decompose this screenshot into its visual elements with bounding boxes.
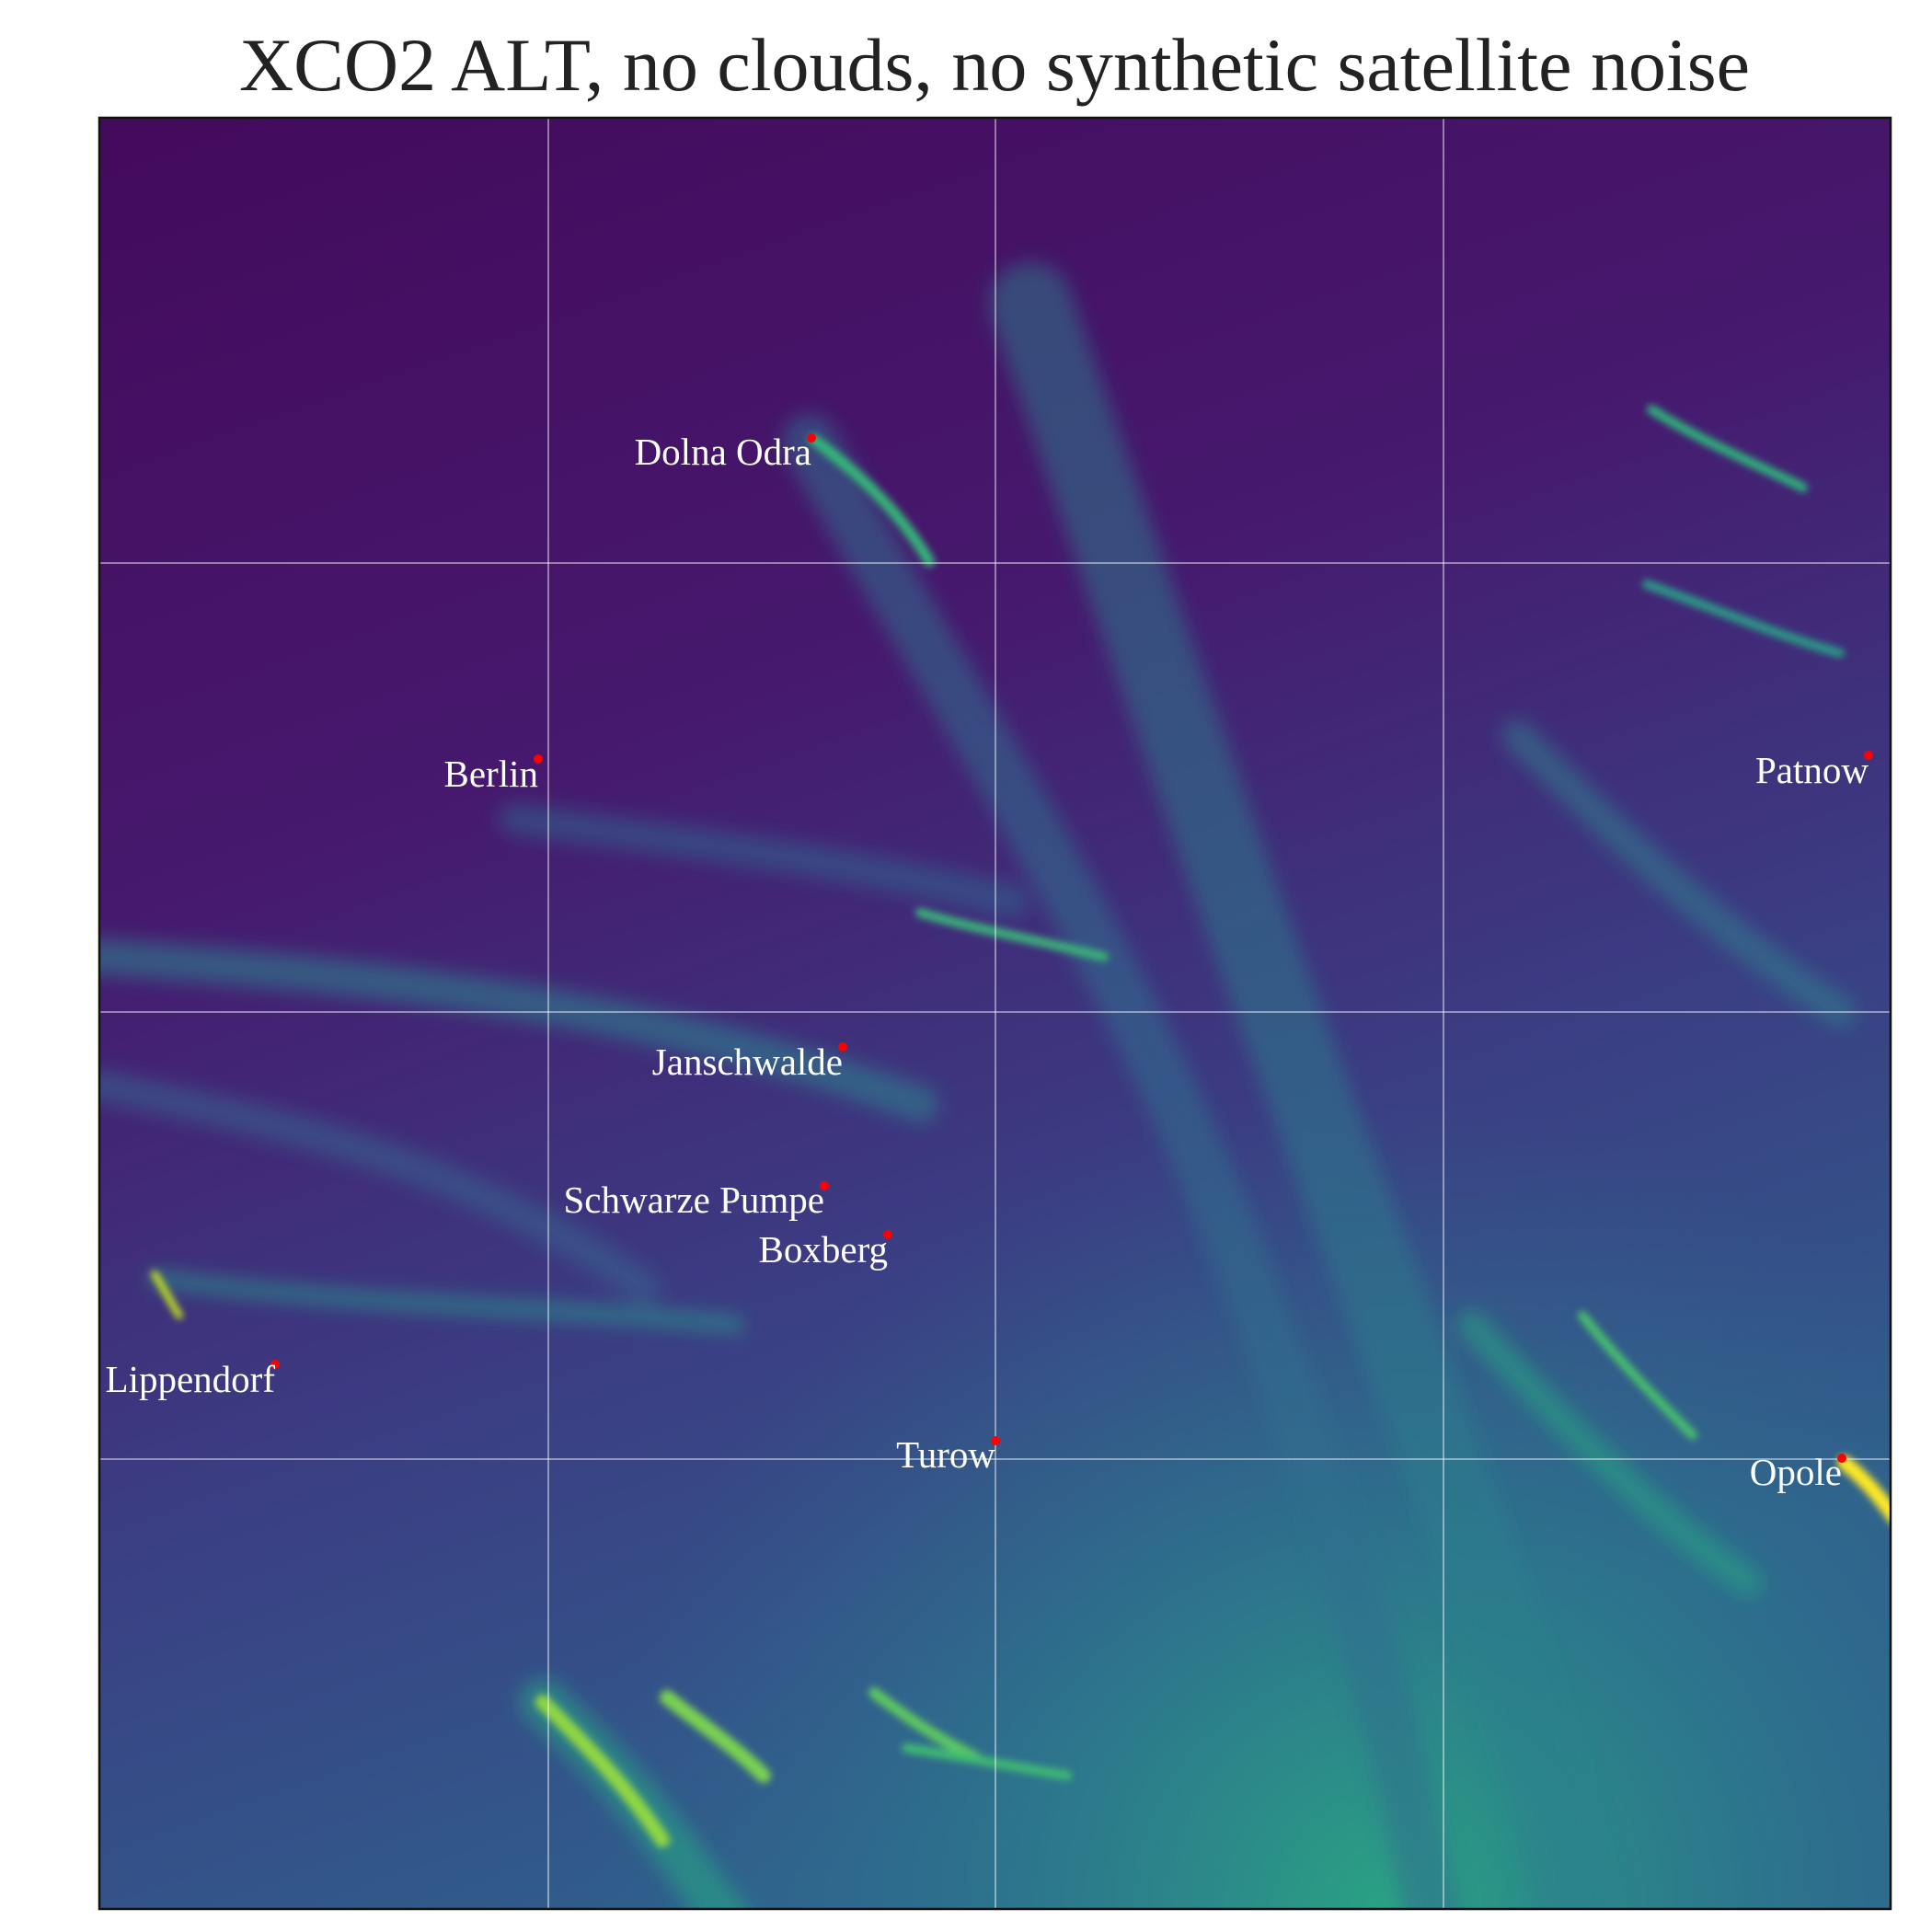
site-marker bbox=[270, 1360, 280, 1369]
site-label: Berlin bbox=[444, 753, 538, 795]
sites: Dolna Odra Berlin Patnow Janschwalde Sch… bbox=[106, 431, 1873, 1493]
site-label: Lippendorf bbox=[106, 1358, 276, 1400]
site-label: Patnow bbox=[1755, 749, 1869, 791]
site-marker bbox=[1837, 1454, 1846, 1463]
site-label: Schwarze Pumpe bbox=[564, 1179, 825, 1221]
site-label: Boxberg bbox=[759, 1228, 888, 1271]
grid bbox=[99, 118, 1891, 1909]
plot-frame bbox=[98, 116, 1892, 1911]
site-marker bbox=[807, 433, 816, 443]
site-marker bbox=[820, 1181, 829, 1190]
site-marker bbox=[991, 1436, 1000, 1445]
site-marker bbox=[534, 754, 543, 764]
site-label: Dolna Odra bbox=[635, 431, 811, 473]
site-label: Opole bbox=[1750, 1451, 1842, 1493]
site-marker bbox=[1864, 751, 1873, 760]
xco2-field bbox=[99, 118, 1891, 1909]
site-label: Turow bbox=[896, 1433, 995, 1476]
site-marker bbox=[838, 1042, 847, 1052]
map-title: XCO2 ALT, no clouds, no synthetic satell… bbox=[239, 23, 1750, 107]
site-marker bbox=[883, 1230, 892, 1239]
site-label: Janschwalde bbox=[652, 1041, 843, 1083]
